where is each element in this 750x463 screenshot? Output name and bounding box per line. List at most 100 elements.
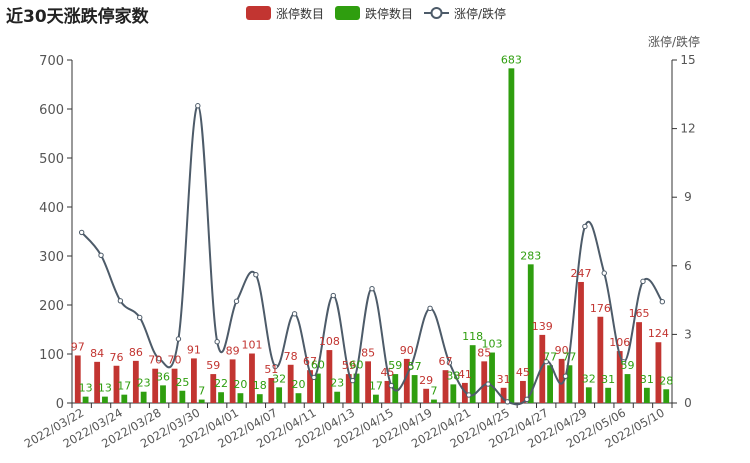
- bar-limit-down: [334, 391, 341, 403]
- data-label-limit-up: 41: [458, 368, 472, 381]
- data-label-limit-down: 36: [156, 370, 170, 383]
- bar-limit-down: [295, 393, 302, 403]
- data-label-limit-down: 23: [137, 377, 151, 390]
- bar-limit-up: [94, 361, 101, 403]
- bar-limit-up: [636, 322, 642, 403]
- ratio-point: [291, 311, 298, 317]
- bar-limit-down: [179, 390, 186, 403]
- bar-limit-up: [500, 387, 507, 403]
- left-axis-tick-label: 400: [39, 201, 64, 216]
- bar-limit-up: [655, 342, 662, 403]
- data-label-limit-down: 60: [311, 359, 325, 372]
- bar-limit-down: [624, 374, 631, 403]
- data-label-limit-up: 89: [226, 344, 240, 357]
- bar-limit-up: [229, 359, 236, 403]
- bar-limit-down: [121, 394, 128, 403]
- bar-limit-up: [287, 364, 294, 403]
- data-label-limit-up: 51: [264, 363, 278, 376]
- data-label-limit-up: 101: [241, 339, 262, 352]
- bar-limit-down: [276, 387, 283, 403]
- ratio-line: [80, 104, 664, 406]
- data-label-limit-down: 20: [233, 378, 247, 391]
- ratio-point: [195, 103, 201, 109]
- bar-limit-up: [132, 360, 139, 403]
- bar-limit-down: [547, 365, 553, 403]
- chart-title: 近30天涨跌停家数: [6, 6, 150, 27]
- bar-limit-down: [508, 68, 515, 403]
- bar-limit-down: [411, 375, 418, 403]
- bar-limit-up: [597, 316, 604, 403]
- bar-limit-down: [256, 394, 263, 403]
- bar-limit-up: [249, 353, 255, 403]
- ratio-point: [504, 399, 511, 405]
- ratio-point: [601, 270, 607, 276]
- data-label-limit-down: 28: [659, 374, 673, 387]
- data-label-limit-down: 7: [198, 385, 205, 398]
- data-label-limit-down: 683: [501, 53, 522, 66]
- data-label-limit-down: 59: [388, 359, 402, 372]
- legend-item-limit-down[interactable]: 跌停数目: [335, 6, 413, 21]
- data-label-limit-down: 118: [462, 330, 483, 343]
- right-axis-name: 涨停/跌停: [648, 34, 700, 49]
- right-axis-tick-label: 6: [684, 259, 692, 273]
- data-label-limit-up: 124: [648, 327, 669, 340]
- bar-limit-down: [82, 396, 89, 403]
- data-label-limit-up: 85: [361, 346, 375, 359]
- ratio-point: [524, 396, 530, 403]
- data-label-limit-down: 23: [330, 377, 344, 390]
- data-label-limit-up: 90: [400, 344, 414, 357]
- chart-legend[interactable]: 涨停数目 跌停数目 涨停/跌停: [246, 6, 506, 21]
- bar-limit-down: [373, 394, 379, 403]
- data-label-limit-down: 59: [621, 359, 635, 372]
- left-axis-tick-label: 600: [39, 103, 64, 118]
- bar-limit-up: [423, 388, 430, 403]
- right-axis-tick-label: 12: [680, 122, 695, 136]
- bar-limit-up: [539, 334, 546, 403]
- bar-limit-up: [578, 281, 584, 403]
- data-label-limit-down: 22: [214, 377, 228, 390]
- left-axis-tick-label: 700: [39, 54, 64, 69]
- bar-limit-up: [481, 361, 488, 403]
- bar-limit-down: [527, 264, 534, 403]
- data-label-limit-down: 32: [272, 372, 286, 385]
- data-label-limit-down: 57: [408, 360, 422, 373]
- legend-item-limit-up[interactable]: 涨停数目: [246, 6, 324, 21]
- data-label-limit-up: 70: [148, 354, 162, 367]
- data-label-limit-up: 31: [497, 373, 511, 386]
- bar-limit-up: [616, 351, 623, 403]
- right-axis-tick-label: 15: [680, 53, 695, 67]
- data-label-limit-down: 7: [430, 385, 437, 398]
- data-label-limit-up: 29: [419, 374, 433, 387]
- bar-limit-up: [152, 368, 159, 403]
- bar-limit-down: [431, 399, 437, 403]
- data-label-limit-down: 20: [291, 378, 305, 391]
- data-label-limit-down: 31: [601, 373, 615, 386]
- right-axis-tick-label: 9: [684, 190, 692, 204]
- legend-swatch: [335, 6, 360, 20]
- ratio-point: [137, 314, 143, 321]
- data-label-limit-down: 17: [369, 380, 383, 393]
- data-label-limit-down: 31: [640, 373, 654, 386]
- data-label-limit-up: 70: [168, 354, 182, 367]
- legend-label: 跌停数目: [365, 6, 413, 21]
- bar-limit-up: [113, 365, 120, 403]
- data-label-limit-up: 45: [380, 366, 394, 379]
- ratio-line-layer: [78, 103, 666, 406]
- ratio-point: [620, 359, 627, 365]
- right-axis-tick-label: 0: [684, 396, 692, 410]
- ratio-point: [78, 229, 85, 236]
- bar-limit-up: [384, 380, 391, 403]
- data-label-limit-up: 67: [303, 355, 317, 368]
- ratio-point: [408, 364, 414, 370]
- ratio-point: [175, 336, 182, 342]
- legend-swatch: [246, 6, 271, 20]
- data-label-limit-up: 176: [590, 302, 611, 315]
- left-axis-tick-label: 300: [39, 250, 64, 265]
- data-label-limit-up: 106: [609, 336, 630, 349]
- data-label-limit-up: 247: [571, 267, 592, 280]
- bar-limit-up: [442, 370, 449, 403]
- data-label-limit-up: 59: [342, 359, 356, 372]
- bar-limit-down: [218, 392, 224, 403]
- bar-limit-down: [102, 396, 108, 403]
- legend-item-ratio[interactable]: 涨停/跌停: [424, 6, 506, 21]
